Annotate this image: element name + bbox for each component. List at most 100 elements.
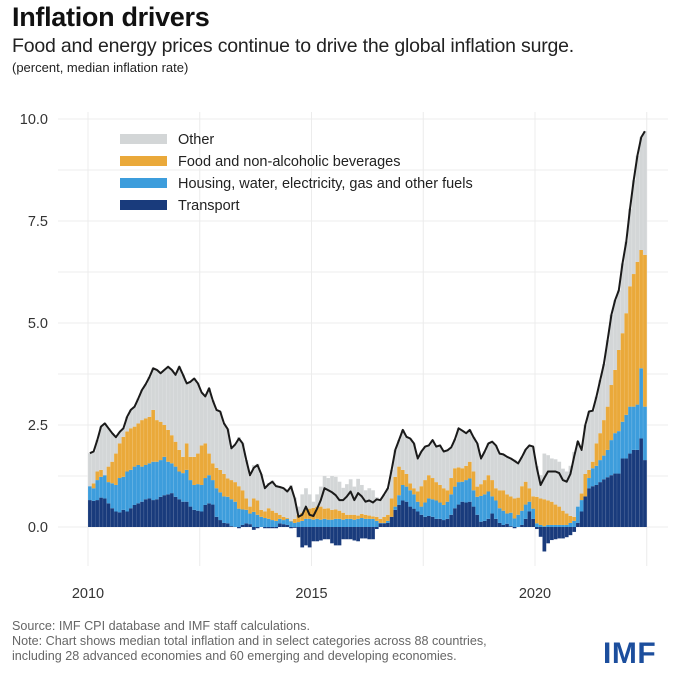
bar-housing <box>359 518 364 527</box>
bar-other <box>367 488 372 516</box>
bar-food <box>579 493 584 501</box>
bar-other <box>300 494 305 513</box>
bar-transport <box>371 527 375 540</box>
bar-food <box>382 516 387 523</box>
bar-other <box>102 423 107 476</box>
bar-housing <box>304 518 308 527</box>
bar-food <box>125 431 130 472</box>
bar-housing <box>598 460 603 483</box>
bar-food <box>378 518 383 523</box>
bar-transport <box>318 527 323 541</box>
bar-food <box>568 515 573 523</box>
bar-other <box>117 431 122 444</box>
bar-other <box>270 480 275 511</box>
bar-other <box>531 446 536 497</box>
chart-area: 0.0 2.5 5.0 7.5 10.0 2010 2015 2020 Other Food … <box>20 112 668 602</box>
bar-food <box>535 496 539 524</box>
bar-food <box>177 449 182 472</box>
bar-food <box>590 461 595 469</box>
bar-other <box>464 433 468 466</box>
bar-housing <box>639 368 644 439</box>
bar-food <box>523 481 528 505</box>
bar-transport <box>330 527 334 544</box>
bar-housing <box>341 519 346 527</box>
bar-housing <box>348 518 353 527</box>
bar-food <box>300 512 305 521</box>
bar-food <box>311 507 316 520</box>
bar-other <box>557 461 562 507</box>
bar-other <box>546 455 550 501</box>
bar-housing <box>289 521 293 527</box>
bar-housing <box>460 481 465 502</box>
bar-food <box>128 428 133 470</box>
bar-food <box>423 480 428 503</box>
bar-transport <box>207 503 211 527</box>
bar-food <box>415 491 420 502</box>
bar-other <box>628 208 632 287</box>
note-line-2: including 28 advanced economies and 60 e… <box>12 649 457 663</box>
legend-label-other: Other <box>178 132 214 148</box>
legend-swatch-housing <box>120 178 167 188</box>
bar-food <box>207 453 211 476</box>
bar-other <box>438 445 442 485</box>
bar-transport <box>501 524 506 527</box>
bar-food <box>486 475 491 492</box>
bar-transport <box>300 527 305 548</box>
bar-housing <box>400 484 405 501</box>
bar-transport <box>91 500 96 527</box>
bar-housing <box>337 518 342 527</box>
bar-housing <box>95 480 100 501</box>
bar-other <box>412 443 416 489</box>
bar-food <box>229 480 234 500</box>
bar-food <box>434 482 439 501</box>
bar-housing <box>117 478 122 513</box>
bar-housing <box>419 506 424 515</box>
bar-other <box>430 440 435 479</box>
bar-other <box>426 445 431 476</box>
imf-logo: IMF <box>603 637 657 670</box>
bar-food <box>482 480 487 495</box>
bar-transport <box>471 506 476 527</box>
bar-other <box>311 501 316 508</box>
bar-food <box>404 473 409 487</box>
bar-food <box>181 456 185 474</box>
bar-housing <box>99 476 103 498</box>
bar-housing <box>292 522 297 527</box>
bar-transport <box>557 527 562 539</box>
bar-food <box>199 445 204 485</box>
bar-other <box>535 466 539 497</box>
bar-other <box>196 383 200 454</box>
bar-housing <box>277 518 282 524</box>
bar-housing <box>620 421 625 459</box>
bar-housing <box>274 520 279 527</box>
bar-transport <box>244 523 249 527</box>
bar-transport <box>460 501 465 527</box>
bar-food <box>333 509 338 519</box>
bar-food <box>188 456 193 481</box>
bar-housing <box>207 475 211 504</box>
bar-transport <box>114 511 118 527</box>
bar-housing <box>225 496 230 524</box>
bar-other <box>568 465 573 516</box>
bar-transport <box>162 495 167 527</box>
bar-other <box>400 429 405 470</box>
bar-food <box>397 466 401 496</box>
bar-other <box>207 388 211 454</box>
bar-food <box>318 506 323 520</box>
bar-other <box>423 446 428 481</box>
bar-housing <box>542 526 547 527</box>
bar-transport <box>616 473 621 527</box>
bar-transport <box>155 499 159 527</box>
bar-transport <box>412 508 416 527</box>
bar-food <box>151 409 156 462</box>
bar-housing <box>613 433 617 474</box>
bar-transport <box>255 527 260 529</box>
bar-transport <box>311 527 316 542</box>
bar-housing <box>237 508 241 527</box>
bar-transport <box>281 524 286 527</box>
bar-housing <box>393 506 398 510</box>
bar-food <box>587 469 591 479</box>
bar-housing <box>501 510 506 525</box>
bar-transport <box>549 527 554 541</box>
bar-other <box>415 458 420 492</box>
